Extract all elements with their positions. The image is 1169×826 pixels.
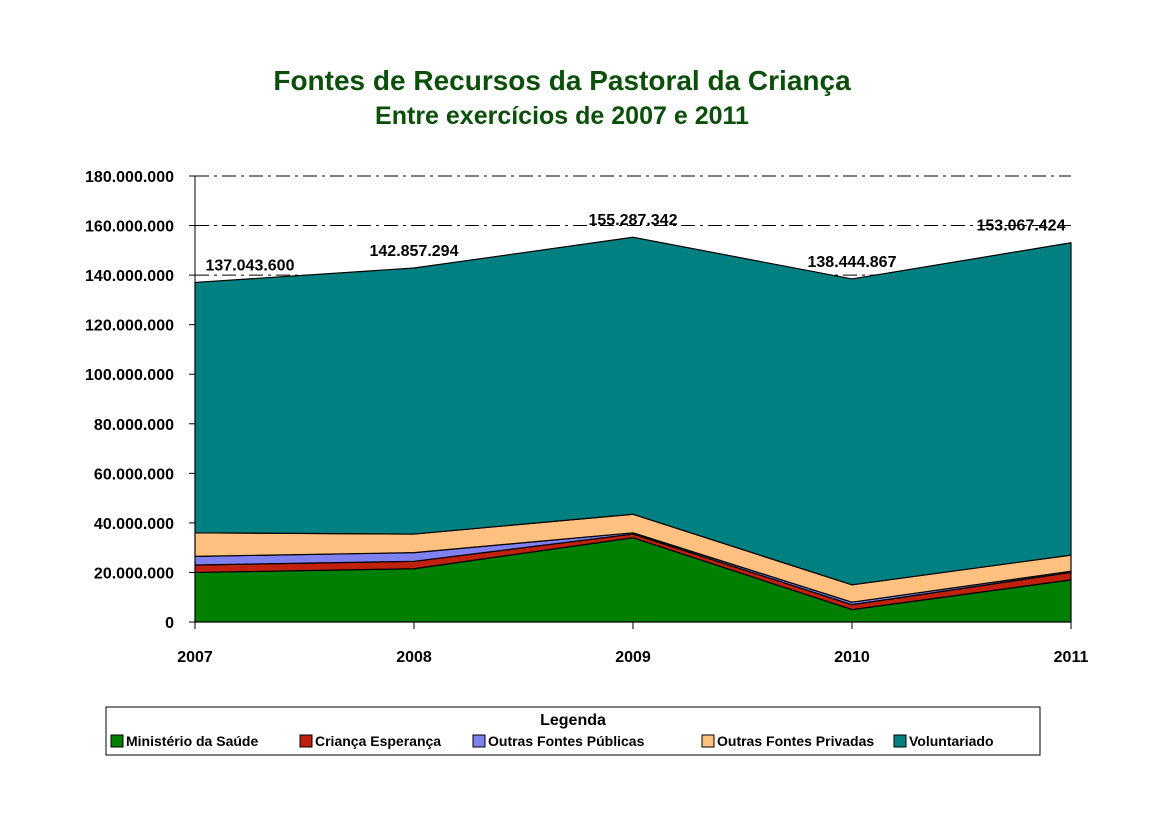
legend-label: Outras Fontes Privadas [717, 733, 874, 749]
total-label: 138.444.867 [808, 254, 897, 271]
area-series [194, 236, 1072, 623]
chart-subtitle: Entre exercícios de 2007 e 2011 [375, 102, 749, 130]
x-tick-label: 2010 [834, 649, 870, 666]
legend-swatch [299, 734, 313, 748]
y-tick-label: 20.000.000 [94, 565, 174, 582]
y-tick-label: 140.000.000 [85, 268, 174, 285]
total-label: 155.287.342 [589, 212, 678, 229]
legend-swatch [701, 734, 715, 748]
total-labels: 137.043.600 142.857.294 155.287.342 138.444… [206, 212, 1066, 274]
legend-swatch [472, 734, 486, 748]
x-tick-label: 2009 [615, 649, 651, 666]
x-tick-label: 2008 [396, 649, 432, 666]
x-tick-label: 2011 [1054, 649, 1089, 666]
y-tick-label: 120.000.000 [85, 318, 174, 335]
y-tick-label: 0 [165, 615, 174, 632]
legend-items: Ministério da Saúde Criança Esperança Outr… [110, 733, 994, 749]
total-label: 137.043.600 [206, 257, 295, 274]
area-voluntariado [194, 236, 1072, 586]
y-tick-label: 40.000.000 [94, 516, 174, 533]
legend-swatch [110, 734, 124, 748]
total-label: 153.067.424 [977, 218, 1066, 235]
y-tick-label: 100.000.000 [85, 367, 174, 384]
y-tick-label: 80.000.000 [94, 417, 174, 434]
x-axis-ticks: 2007 2008 2009 2010 2011 [177, 622, 1088, 666]
legend-item: Criança Esperança [299, 733, 441, 749]
y-tick-label: 60.000.000 [94, 466, 174, 483]
chart-title: Fontes de Recursos da Pastoral da Crianç… [273, 65, 851, 96]
y-tick-label: 160.000.000 [85, 219, 174, 236]
legend-item: Voluntariado [893, 733, 994, 749]
legend-label: Ministério da Saúde [126, 733, 258, 749]
legend-swatch [893, 734, 907, 748]
total-label: 142.857.294 [370, 243, 459, 260]
legend-item: Outras Fontes Públicas [472, 733, 645, 749]
legend-item: Outras Fontes Privadas [701, 733, 874, 749]
x-tick-label: 2007 [177, 649, 213, 666]
legend-label: Criança Esperança [315, 733, 441, 749]
y-tick-label: 180.000.000 [85, 169, 174, 186]
legend: Legenda Ministério da Saúde Criança Esper… [105, 706, 1041, 756]
legend-label: Outras Fontes Públicas [488, 733, 645, 749]
y-axis-ticks: 0 20.000.000 40.000.000 60.000.000 80.000.00… [85, 169, 195, 632]
legend-label: Voluntariado [909, 733, 994, 749]
legend-box [105, 706, 1041, 756]
legend-item: Ministério da Saúde [110, 733, 258, 749]
legend-title: Legenda [540, 712, 606, 729]
